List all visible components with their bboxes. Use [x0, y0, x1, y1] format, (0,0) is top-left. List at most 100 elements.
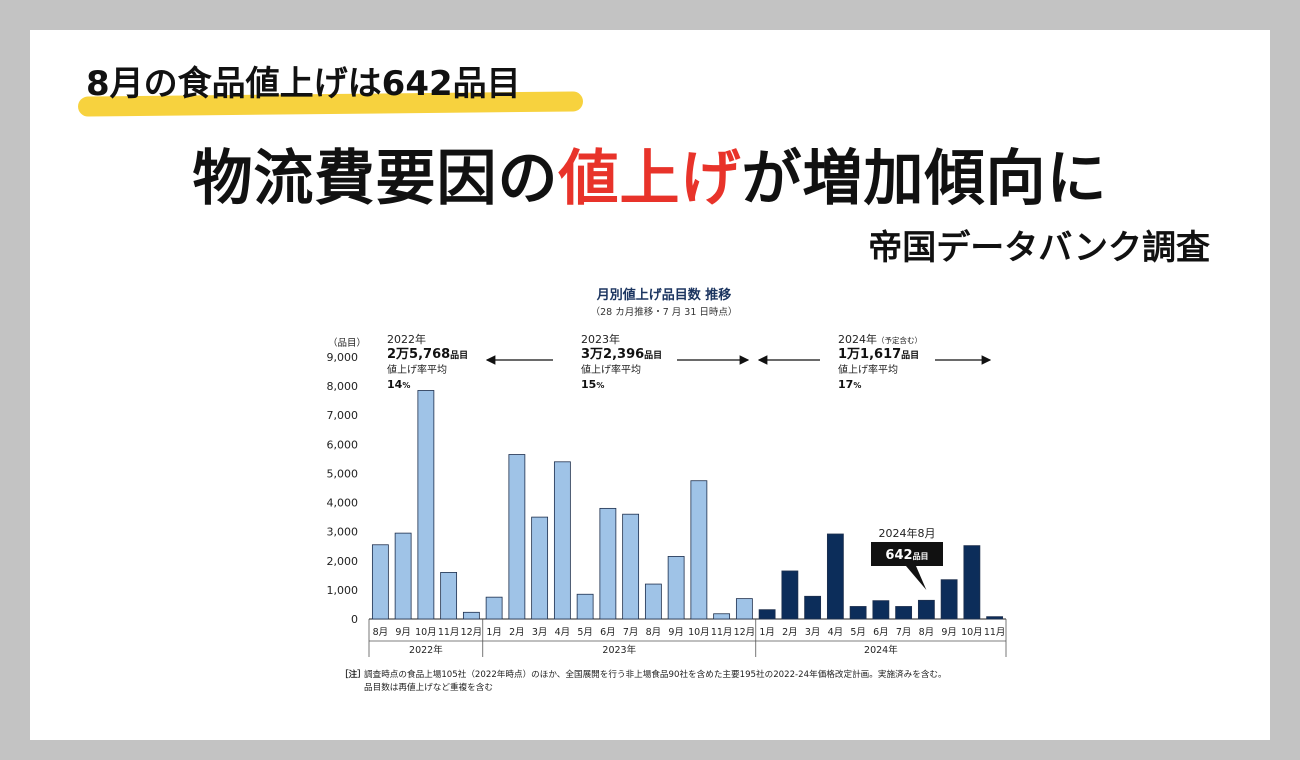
summary-rate-unit: %: [596, 381, 604, 390]
summary-rate-label: 値上げ率平均: [387, 363, 447, 376]
callout-pointer: [906, 566, 927, 590]
year-label: 2022年: [409, 644, 443, 656]
summary-total: 3万2,396品目: [581, 347, 662, 362]
x-tick-label: 10月: [961, 627, 983, 638]
x-tick-label: 4月: [828, 627, 844, 638]
y-tick-label: 4,000: [327, 497, 359, 510]
x-tick-label: 10月: [688, 627, 710, 638]
x-tick-label: 4月: [555, 627, 571, 638]
summary-year: 2024年（予定含む）: [838, 332, 922, 346]
bar-11: [622, 513, 640, 620]
bar-4: [462, 611, 480, 620]
note-line-1: 調査時点の食品上場105社（2022年時点）のほか、全国展開を行う非上場食品90…: [364, 668, 947, 680]
x-tick-label: 10月: [415, 627, 437, 638]
bar-21: [849, 606, 867, 620]
x-tick-label: 6月: [873, 627, 889, 638]
summary-rate: 14%: [387, 378, 410, 391]
summary-unit: 品目: [901, 350, 919, 361]
bar-9: [576, 593, 594, 620]
y-tick-label: 9,000: [327, 351, 359, 364]
callout-label: 2024年8月: [879, 526, 936, 540]
y-tick-label: 2,000: [327, 555, 359, 568]
tag-text: 8月の食品値上げは642品目: [86, 64, 521, 104]
summary-rate: 15%: [581, 378, 604, 391]
note-line-2: 品目数は再値上げなど重複を含む: [364, 681, 493, 693]
bar-2: [417, 390, 435, 620]
bar-5: [485, 596, 503, 620]
bar-0: [371, 544, 389, 620]
callout-box: [871, 542, 943, 566]
bar-19: [804, 595, 822, 620]
y-tick-label: 8,000: [327, 380, 359, 393]
summary-rate-unit: %: [402, 381, 410, 390]
x-tick-label: 8月: [646, 627, 662, 638]
year-label: 2023年: [602, 644, 636, 656]
x-tick-label: 12月: [734, 627, 756, 638]
bar-20: [826, 533, 844, 620]
source-label: 帝国データバンク調査: [868, 228, 1210, 268]
x-tick-label: 3月: [532, 627, 548, 638]
headline-post: が増加傾向に: [741, 144, 1108, 214]
x-tick-label: 1月: [759, 627, 775, 638]
x-tick-label: 2月: [509, 627, 525, 638]
year-label: 2024年: [864, 644, 898, 656]
x-tick-label: 11月: [711, 627, 733, 638]
y-tick-label: 5,000: [327, 467, 359, 480]
summary-rate-label: 値上げ率平均: [838, 363, 898, 376]
summary-year-note: （予定含む）: [877, 335, 922, 345]
x-tick-label: 9月: [395, 627, 411, 638]
bar-26: [963, 545, 981, 620]
headline: 物流費要因の値上げが増加傾向に: [0, 130, 1300, 217]
x-tick-label: 7月: [623, 627, 639, 638]
y-tick-label: 0: [351, 613, 358, 626]
bar-14: [690, 480, 708, 620]
x-tick-label: 5月: [577, 627, 593, 638]
bar-27: [986, 616, 1004, 620]
x-tick-label: 2月: [782, 627, 798, 638]
summary-total: 1万1,617品目: [838, 347, 919, 362]
chart-title: 月別値上げ品目数 推移: [596, 287, 732, 303]
x-tick-label: 6月: [600, 627, 616, 638]
x-tick-label: 7月: [896, 627, 912, 638]
bar-6: [508, 454, 526, 620]
summary-rate-label: 値上げ率平均: [581, 363, 641, 376]
x-tick-label: 11月: [438, 627, 460, 638]
bar-24: [917, 599, 935, 620]
bar-15: [713, 613, 731, 620]
x-tick-label: 8月: [373, 627, 389, 638]
bar-23: [895, 606, 913, 620]
x-tick-label: 9月: [668, 627, 684, 638]
x-tick-label: 12月: [461, 627, 483, 638]
bar-18: [781, 570, 799, 620]
y-unit-label: （品目）: [328, 337, 366, 349]
bar-7: [531, 516, 549, 620]
x-tick-label: 1月: [486, 627, 502, 638]
note-prefix: ［注］: [340, 668, 366, 680]
tag-banner: 8月の食品値上げは642品目: [77, 56, 584, 120]
x-tick-label: 11月: [984, 627, 1006, 638]
x-tick-label: 9月: [941, 627, 957, 638]
y-tick-label: 6,000: [327, 438, 359, 451]
headline-pre: 物流費要因の: [192, 144, 559, 214]
bar-3: [440, 572, 458, 620]
bar-12: [644, 583, 662, 620]
summary-rate: 17%: [838, 378, 861, 391]
x-tick-label: 8月: [919, 627, 935, 638]
y-tick-label: 3,000: [327, 526, 359, 539]
content-card: [30, 30, 1270, 740]
bar-17: [758, 609, 776, 620]
bar-22: [872, 600, 890, 620]
summary-total: 2万5,768品目: [387, 347, 468, 362]
headline-red: 値上げ: [558, 144, 742, 214]
y-tick-label: 7,000: [327, 409, 359, 422]
summary-unit: 品目: [450, 350, 468, 361]
callout-value: 642品目: [885, 548, 928, 563]
summary-rate-unit: %: [853, 381, 861, 390]
bar-8: [553, 461, 571, 620]
callout-unit: 品目: [913, 552, 929, 561]
bar-16: [735, 598, 753, 620]
x-tick-label: 5月: [850, 627, 866, 638]
bar-10: [599, 507, 617, 620]
bar-25: [940, 579, 958, 620]
